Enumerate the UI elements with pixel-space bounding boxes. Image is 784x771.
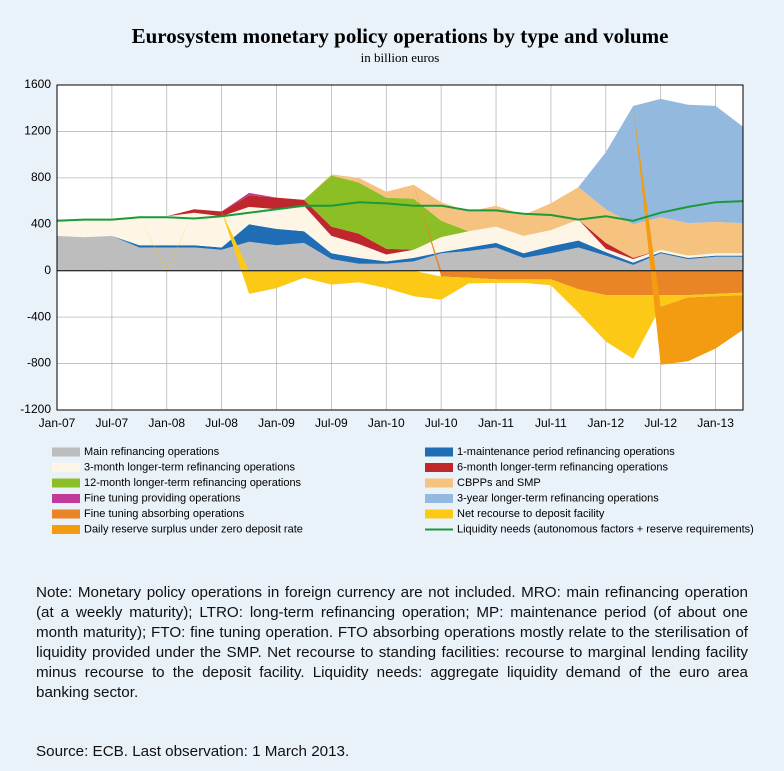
y-tick-label: 800 bbox=[31, 170, 51, 184]
legend-label: Daily reserve surplus under zero deposit… bbox=[84, 523, 303, 535]
legend-label: 1-maintenance period refinancing operati… bbox=[457, 446, 675, 458]
legend-swatch bbox=[52, 509, 80, 519]
source: Source: ECB. Last observation: 1 March 2… bbox=[36, 743, 350, 760]
area bbox=[57, 98, 743, 225]
legend-swatch bbox=[425, 509, 453, 519]
legend-swatch bbox=[425, 463, 453, 472]
x-tick-label: Jul-09 bbox=[315, 416, 348, 430]
legend-label: 3-month longer-term refinancing operatio… bbox=[84, 461, 295, 473]
y-tick-label: -1200 bbox=[20, 402, 51, 416]
legend-label: Main refinancing operations bbox=[84, 446, 220, 458]
legend-label: 12-month longer-term refinancing operati… bbox=[84, 477, 302, 489]
legend-label: 6-month longer-term refinancing operatio… bbox=[457, 461, 668, 473]
legend-label: Liquidity needs (autonomous factors + re… bbox=[457, 523, 754, 535]
y-tick-label: 1600 bbox=[24, 77, 51, 91]
chart-title: Eurosystem monetary policy operations by… bbox=[132, 24, 669, 48]
x-tick-label: Jan-13 bbox=[697, 416, 734, 430]
area bbox=[57, 209, 743, 359]
legend-swatch bbox=[425, 494, 453, 503]
x-tick-label: Jul-12 bbox=[644, 416, 677, 430]
x-tick-label: Jan-07 bbox=[39, 416, 76, 430]
plot-frame bbox=[56, 84, 744, 411]
chart-subtitle: in billion euros bbox=[361, 50, 440, 65]
legend-label: Fine tuning providing operations bbox=[84, 492, 241, 504]
legend-swatch bbox=[52, 525, 80, 534]
legend-swatch bbox=[52, 463, 80, 472]
y-tick-label: 400 bbox=[31, 216, 51, 230]
line bbox=[56, 200, 744, 222]
x-tick-label: Jul-10 bbox=[425, 416, 458, 430]
y-tick-label: -400 bbox=[27, 309, 51, 323]
x-tick-label: Jan-10 bbox=[368, 416, 405, 430]
y-tick-label: -800 bbox=[27, 356, 51, 370]
area bbox=[57, 105, 743, 365]
legend-label: Fine tuning absorbing operations bbox=[84, 508, 245, 520]
x-tick-label: Jan-12 bbox=[587, 416, 624, 430]
areas bbox=[57, 98, 743, 365]
area bbox=[57, 235, 743, 271]
area bbox=[57, 175, 743, 258]
area bbox=[57, 174, 743, 296]
x-tick-label: Jan-11 bbox=[478, 416, 514, 430]
legend-label: CBPPs and SMP bbox=[457, 477, 541, 489]
legend-label: Net recourse to deposit facility bbox=[457, 508, 605, 520]
lines bbox=[56, 200, 744, 222]
x-tick-label: Jul-11 bbox=[535, 416, 567, 430]
legend-swatch bbox=[52, 447, 80, 457]
legend-swatch bbox=[425, 478, 453, 488]
note: Note: Monetary policy operations in fore… bbox=[36, 584, 748, 701]
legend-swatch bbox=[52, 478, 80, 488]
axes: -1200 -800 -400 0 400 800 1200 1600 Jan-07 Jul-07… bbox=[20, 77, 744, 430]
legend-swatch bbox=[425, 447, 453, 457]
x-tick-label: Jul-08 bbox=[205, 416, 238, 430]
x-tick-label: Jan-08 bbox=[148, 416, 185, 430]
y-tick-label: 1200 bbox=[24, 124, 51, 138]
area bbox=[57, 174, 743, 258]
area bbox=[57, 205, 743, 263]
x-tick-label: Jul-07 bbox=[96, 416, 129, 430]
legend-label: 3-year longer-term refinancing operation… bbox=[457, 492, 659, 504]
area bbox=[57, 195, 743, 260]
legend-swatch bbox=[52, 494, 80, 503]
x-tick-label: Jan-09 bbox=[258, 416, 295, 430]
chart: Eurosystem monetary policy operations by… bbox=[20, 24, 754, 536]
y-tick-label: 0 bbox=[44, 263, 51, 277]
